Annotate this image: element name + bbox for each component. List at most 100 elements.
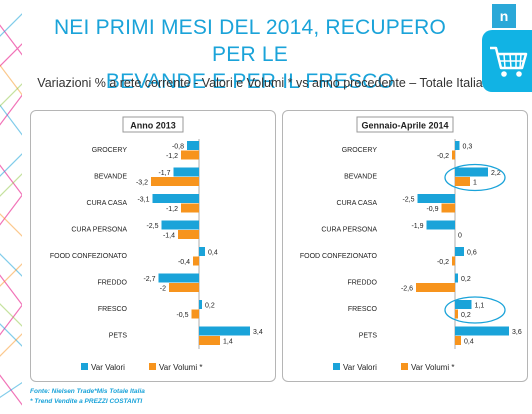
category-label-bevande: BEVANDE xyxy=(94,174,127,181)
data-label-valori-cura-casa: -3,1 xyxy=(137,197,149,204)
data-label-volumi-cura-persona: 0 xyxy=(458,233,462,240)
data-label-valori-freddo: -2,7 xyxy=(143,276,155,283)
bar-volumi-pets xyxy=(199,336,220,345)
bar-volumi-cura-casa xyxy=(181,203,199,213)
data-label-volumi-fresco: -0,5 xyxy=(176,312,188,319)
bar-valori-cura-persona xyxy=(161,220,199,230)
data-label-valori-bevande: 2,2 xyxy=(491,170,501,177)
bar-volumi-food-confezionato xyxy=(452,256,455,266)
data-label-valori-grocery: 0,3 xyxy=(463,144,473,151)
legend-label-volumi: Var Volumi * xyxy=(411,363,454,372)
bar-valori-cura-casa xyxy=(152,194,199,203)
bar-valori-grocery xyxy=(455,141,460,150)
bar-volumi-bevande xyxy=(455,177,470,186)
page-title: NEI PRIMI MESI DEL 2014, RECUPERO PER LE… xyxy=(30,14,470,95)
chart-anno-2013: Anno 2013 GROCERY -0,8 -1,2 BEVANDE -1,7 -3,2 C… xyxy=(50,116,263,372)
bar-volumi-freddo xyxy=(416,283,455,292)
data-label-valori-freddo: 0,2 xyxy=(461,276,471,283)
data-label-volumi-food-confezionato: -0,2 xyxy=(437,259,449,266)
bar-valori-fresco xyxy=(455,300,472,309)
shopping-cart-badge xyxy=(482,30,532,92)
bar-valori-cura-persona xyxy=(426,220,455,230)
legend-swatch-valori xyxy=(81,363,88,370)
data-label-volumi-pets: 0,4 xyxy=(464,339,474,346)
chart-title: Gennaio-Aprile 2014 xyxy=(361,121,448,131)
data-label-valori-grocery: -0,8 xyxy=(172,144,184,151)
bar-valori-bevande xyxy=(455,167,488,177)
chart-title: Anno 2013 xyxy=(130,121,176,131)
data-label-valori-pets: 3,6 xyxy=(512,329,522,336)
data-label-valori-cura-persona: -1,9 xyxy=(411,223,423,230)
bar-valori-pets xyxy=(199,326,250,336)
data-label-valori-pets: 3,4 xyxy=(253,329,263,336)
data-label-volumi-cura-casa: -0,9 xyxy=(426,206,438,213)
bar-volumi-fresco xyxy=(191,309,199,319)
data-label-volumi-pets: 1,4 xyxy=(223,339,233,346)
subtitle: Variazioni % a rete corrente - Valori e … xyxy=(37,76,483,90)
bar-volumi-grocery xyxy=(452,150,455,160)
legend-swatch-volumi xyxy=(401,363,408,370)
chart-gennaio-aprile-2014: Gennaio-Aprile 2014 GROCERY 0,3 -0,2 BEVANDE… xyxy=(300,116,522,372)
category-label-grocery: GROCERY xyxy=(92,147,128,154)
bar-valori-bevande xyxy=(173,167,199,177)
bar-volumi-food-confezionato xyxy=(193,256,199,266)
bar-valori-freddo xyxy=(455,273,458,283)
bar-volumi-pets xyxy=(455,336,461,345)
category-label-cura-casa: CURA CASA xyxy=(87,200,128,207)
nielsen-logo-icon: n xyxy=(492,4,516,28)
shopping-cart-icon xyxy=(490,46,528,77)
bar-volumi-cura-persona xyxy=(178,230,199,239)
title-line-1: NEI PRIMI MESI DEL 2014, RECUPERO PER LE xyxy=(53,16,447,66)
bar-valori-food-confezionato xyxy=(455,247,464,256)
bar-volumi-grocery xyxy=(181,150,199,160)
data-label-volumi-bevande: -3,2 xyxy=(136,180,148,187)
decorative-pattern xyxy=(0,0,22,414)
highlight-circle-bevande xyxy=(444,163,506,192)
highlight-circle-fresco xyxy=(444,296,506,324)
data-label-valori-fresco: 1,1 xyxy=(475,303,485,310)
data-label-volumi-freddo: -2 xyxy=(160,286,166,293)
data-label-valori-food-confezionato: 0,6 xyxy=(467,250,477,257)
data-label-valori-fresco: 0,2 xyxy=(205,303,215,310)
data-label-valori-bevande: -1,7 xyxy=(158,170,170,177)
category-label-pets: PETS xyxy=(109,333,128,340)
footer-source: Fonte: Nielsen Trade*Mis Totale Italia xyxy=(30,388,145,395)
bar-volumi-cura-casa xyxy=(441,203,455,213)
bar-valori-food-confezionato xyxy=(199,247,205,256)
data-label-volumi-food-confezionato: -0,4 xyxy=(178,259,190,266)
bar-valori-freddo xyxy=(158,273,199,283)
chart-title-box xyxy=(356,116,454,133)
bar-valori-cura-casa xyxy=(417,194,455,203)
category-label-pets: PETS xyxy=(359,333,378,340)
chart-panel-2014: Gennaio-Aprile 2014 GROCERY 0,3 -0,2 BEVANDE… xyxy=(282,110,528,382)
category-label-fresco: FRESCO xyxy=(98,306,128,313)
bar-volumi-fresco xyxy=(455,309,458,319)
title-line-2: BEVANDE E PER IL FRESCO xyxy=(105,70,395,93)
legend-swatch-volumi xyxy=(149,363,156,370)
data-label-valori-food-confezionato: 0,4 xyxy=(208,250,218,257)
bar-valori-grocery xyxy=(187,141,199,150)
data-label-volumi-cura-casa: -1,2 xyxy=(166,206,178,213)
bar-valori-fresco xyxy=(199,300,202,309)
category-label-cura-persona: CURA PERSONA xyxy=(321,227,377,234)
category-label-grocery: GROCERY xyxy=(342,147,378,154)
data-label-volumi-cura-persona: -1,4 xyxy=(163,233,175,240)
category-label-cura-casa: CURA CASA xyxy=(337,200,378,207)
legend-swatch-valori xyxy=(333,363,340,370)
bar-volumi-bevande xyxy=(151,177,199,186)
footer-note: * Trend Vendite a PREZZI COSTANTI xyxy=(30,398,143,405)
category-label-food-confezionato: FOOD CONFEZIONATO xyxy=(50,253,128,260)
data-label-valori-cura-persona: -2,5 xyxy=(146,223,158,230)
legend-label-valori: Var Valori xyxy=(91,363,125,372)
chart-panel-2013: Anno 2013 GROCERY -0,8 -1,2 BEVANDE -1,7 -3,2 C… xyxy=(30,110,276,382)
category-label-food-confezionato: FOOD CONFEZIONATO xyxy=(300,253,378,260)
bar-volumi-freddo xyxy=(169,283,199,292)
legend-label-volumi: Var Volumi * xyxy=(159,363,202,372)
data-label-valori-cura-casa: -2,5 xyxy=(402,197,414,204)
legend-label-valori: Var Valori xyxy=(343,363,377,372)
chart-title-box xyxy=(122,116,184,133)
category-label-freddo: FREDDO xyxy=(347,280,377,287)
category-label-bevande: BEVANDE xyxy=(344,174,377,181)
category-label-freddo: FREDDO xyxy=(97,280,127,287)
category-label-fresco: FRESCO xyxy=(348,306,378,313)
